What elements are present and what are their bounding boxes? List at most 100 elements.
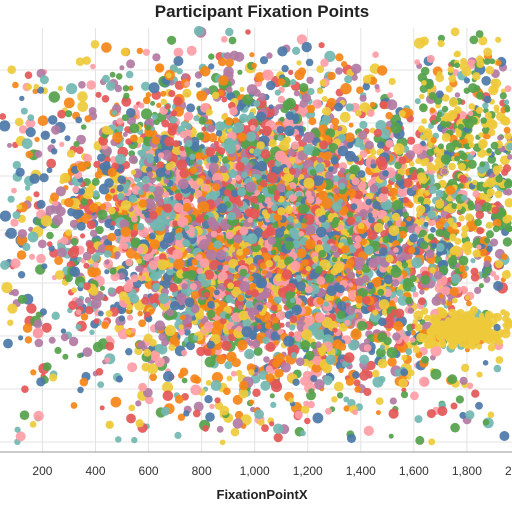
data-point [320, 58, 329, 67]
data-point [160, 98, 167, 106]
data-point [207, 300, 215, 309]
data-point [244, 348, 255, 360]
data-point [359, 354, 370, 365]
data-point [169, 283, 179, 293]
data-point [266, 52, 273, 59]
data-point [158, 152, 164, 159]
data-point [189, 159, 195, 165]
data-point [330, 245, 338, 252]
data-point [396, 253, 405, 262]
data-point [120, 47, 130, 57]
data-point [78, 188, 85, 195]
data-point [75, 116, 83, 124]
data-point [71, 287, 77, 293]
data-point [181, 349, 188, 356]
data-point [288, 194, 297, 202]
data-point [178, 324, 184, 330]
data-point [116, 125, 124, 133]
data-point [142, 48, 150, 56]
data-point [57, 85, 63, 91]
data-point [7, 65, 16, 74]
data-point [378, 299, 390, 310]
data-point [149, 373, 158, 382]
data-point [186, 103, 196, 113]
data-point [332, 175, 340, 183]
data-point [230, 427, 240, 437]
data-point [241, 326, 253, 338]
data-point [209, 403, 215, 410]
data-point [256, 111, 267, 122]
data-point [414, 415, 423, 424]
data-point [292, 46, 301, 56]
data-point [386, 347, 398, 359]
data-point [298, 203, 309, 214]
data-point [293, 90, 300, 97]
data-point [242, 247, 250, 256]
data-point [34, 150, 43, 158]
data-point [126, 314, 134, 321]
data-point [157, 259, 169, 271]
data-point [84, 115, 92, 123]
data-point [17, 271, 26, 279]
data-point [270, 204, 278, 212]
data-point [80, 124, 87, 130]
data-point [270, 401, 277, 408]
data-point [333, 381, 344, 392]
data-point [379, 344, 385, 350]
data-point [101, 95, 110, 103]
data-point [382, 235, 390, 244]
data-point [295, 357, 305, 367]
data-point [103, 250, 112, 258]
data-point [236, 248, 244, 256]
data-point [66, 83, 78, 95]
data-point [306, 104, 315, 114]
data-point [281, 64, 289, 73]
data-point [126, 116, 136, 126]
data-point [390, 122, 402, 134]
data-point [305, 239, 316, 250]
data-point [223, 66, 234, 77]
data-point [273, 194, 280, 201]
data-point [121, 114, 129, 122]
data-point [7, 319, 14, 326]
data-point [17, 229, 28, 239]
data-point [293, 218, 299, 224]
data-point [249, 52, 255, 58]
data-point [300, 340, 311, 351]
data-point [110, 188, 116, 194]
data-point [167, 126, 177, 136]
data-point [266, 282, 273, 289]
data-point [152, 282, 161, 291]
data-point [126, 108, 136, 118]
data-point [237, 200, 244, 207]
data-point [301, 218, 307, 224]
data-point [405, 296, 413, 305]
data-point [225, 58, 234, 68]
chart-title: Participant Fixation Points [154, 2, 370, 21]
data-point [478, 283, 484, 289]
data-point [260, 380, 271, 391]
data-point [402, 211, 409, 219]
data-point [158, 293, 170, 304]
data-point [97, 153, 106, 162]
data-point [277, 78, 286, 86]
data-point [486, 230, 494, 239]
data-point [45, 205, 55, 215]
data-point [83, 282, 91, 291]
data-point [145, 92, 152, 98]
data-point [289, 168, 297, 175]
data-point [97, 209, 108, 220]
data-point [339, 167, 346, 174]
data-point [117, 325, 124, 331]
data-point [297, 125, 304, 132]
data-point [7, 142, 12, 148]
data-point [351, 177, 360, 186]
data-point [245, 300, 254, 309]
data-point [405, 330, 412, 337]
data-point [350, 328, 362, 340]
data-point [163, 232, 175, 244]
data-point [331, 117, 340, 126]
data-point [181, 73, 188, 79]
data-point [248, 275, 254, 282]
data-point [225, 313, 231, 319]
